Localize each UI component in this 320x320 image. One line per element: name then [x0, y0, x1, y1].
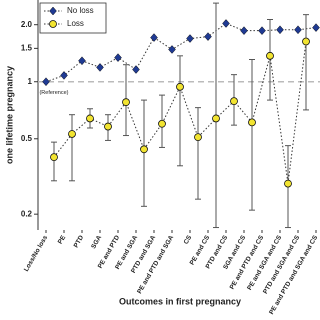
point: [294, 25, 302, 35]
point: [158, 119, 166, 128]
point: [240, 26, 248, 36]
y-tick-label: 0.5: [21, 134, 33, 143]
point: [258, 26, 266, 36]
point: [86, 114, 94, 123]
point: [212, 114, 220, 123]
point: [96, 63, 104, 72]
legend-box: [39, 2, 107, 34]
point: [312, 23, 320, 33]
point: [230, 97, 238, 106]
point: [186, 34, 194, 43]
point: [104, 122, 112, 131]
point: [176, 82, 184, 91]
point: [194, 133, 202, 142]
point: [50, 153, 58, 162]
y-tick-label: 1: [28, 77, 33, 86]
series-line: [45, 22, 317, 83]
x-tick-label: PE: [57, 234, 68, 246]
point: [114, 53, 122, 63]
x-tick-label: CS: [183, 234, 194, 246]
point: [140, 145, 148, 154]
x-axis-label: Outcomes in first pregnancy: [119, 296, 241, 306]
annotation: (Reference): [39, 90, 68, 96]
point: [266, 51, 274, 60]
legend-label: No loss: [67, 6, 94, 15]
point: [78, 56, 86, 66]
legend-marker: [49, 20, 57, 28]
point: [248, 118, 256, 127]
point: [132, 65, 140, 74]
y-tick-label: 0.2: [21, 209, 33, 218]
point: [284, 179, 292, 188]
legend-label: Loss: [67, 19, 84, 28]
point: [68, 130, 76, 138]
point: [60, 71, 68, 80]
y-tick-label: 2.0: [21, 20, 33, 29]
point: [42, 77, 50, 87]
point: [150, 33, 158, 42]
point: [302, 37, 310, 46]
point: [122, 98, 130, 107]
point: [168, 45, 176, 54]
point: [276, 25, 284, 35]
point: [222, 19, 230, 28]
legend-marker: [49, 6, 57, 16]
series-line: [53, 41, 307, 184]
y-tick-label: 1.5: [21, 43, 33, 52]
point: [204, 32, 212, 42]
y-axis-label: one lifetime pregnancy: [4, 66, 14, 164]
